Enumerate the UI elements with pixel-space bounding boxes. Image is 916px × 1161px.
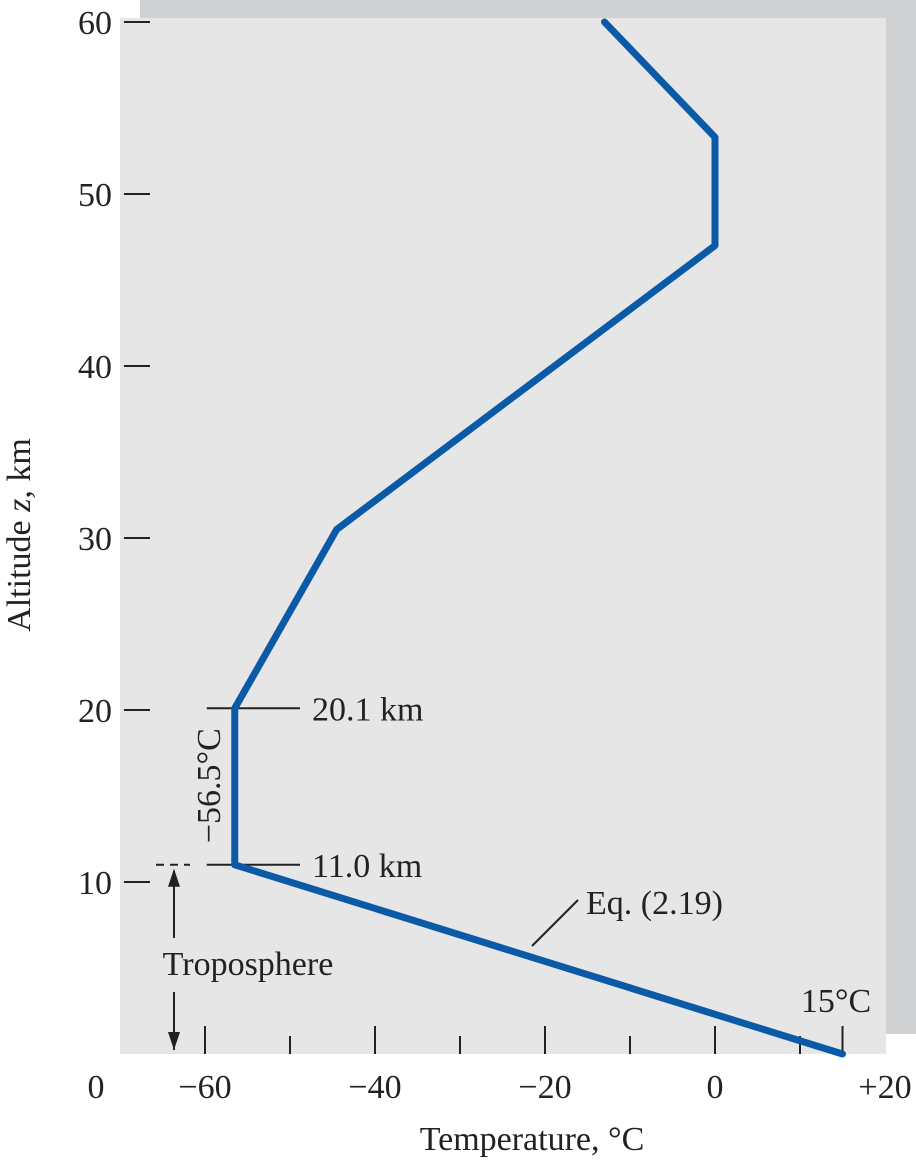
y-tick-label: 30 — [78, 521, 112, 558]
y-tick-label: 20 — [78, 693, 112, 730]
tropopause-bottom-label: 11.0 km — [312, 848, 422, 885]
x-tick-label: 0 — [707, 1069, 724, 1106]
x-axis-title: Temperature, °C — [420, 1121, 645, 1158]
x-origin-label: 0 — [88, 1069, 105, 1106]
x-tick-label: +20 — [858, 1069, 911, 1106]
x-tick-label: −60 — [178, 1069, 231, 1106]
temperature-profile-line — [231, 18, 846, 1058]
equation-leader — [531, 899, 579, 947]
y-tick-label: 40 — [78, 349, 112, 386]
x-tick-label: −20 — [518, 1069, 571, 1106]
stratosphere-temp-label: −56.5°C — [191, 728, 228, 843]
equation-label: Eq. (2.19) — [586, 885, 723, 922]
x-tick-label: −40 — [348, 1069, 401, 1106]
y-axis-title: Altitude z, km — [1, 438, 38, 632]
y-axis: 10 20 30 40 50 60 — [78, 5, 150, 902]
troposphere-label: Troposphere — [163, 946, 334, 983]
y-tick-label: 50 — [78, 177, 112, 214]
y-tick-label: 60 — [78, 5, 112, 42]
annotations: 20.1 km 11.0 km −56.5°C Troposphere Eq. (2.1… — [156, 691, 871, 1050]
y-tick-label: 10 — [78, 865, 112, 902]
troposphere-arrow-up-head — [168, 868, 180, 887]
x-axis: −60 −40 −20 0 +20 0 — [88, 1026, 912, 1106]
series-layer — [231, 18, 846, 1058]
troposphere-arrow-down-head — [168, 1032, 180, 1050]
plot-area — [120, 18, 886, 1054]
tropopause-top-label: 20.1 km — [312, 691, 423, 728]
sea-level-temp-label: 15°C — [801, 983, 871, 1020]
